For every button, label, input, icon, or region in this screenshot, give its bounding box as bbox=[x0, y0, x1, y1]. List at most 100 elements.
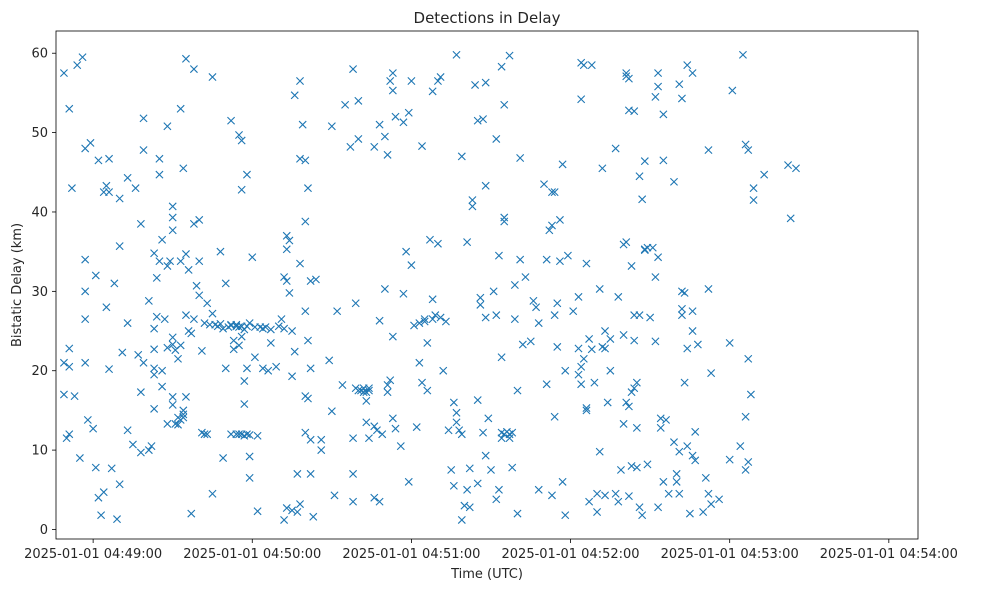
data-point bbox=[235, 430, 243, 439]
data-point bbox=[179, 413, 188, 422]
data-point bbox=[728, 86, 737, 95]
data-point bbox=[473, 116, 482, 125]
data-point bbox=[648, 243, 657, 252]
data-point bbox=[258, 364, 267, 373]
data-point bbox=[174, 354, 182, 363]
data-point bbox=[664, 489, 673, 498]
data-point bbox=[181, 311, 190, 320]
data-point bbox=[75, 454, 84, 463]
data-point bbox=[399, 289, 408, 298]
data-point bbox=[449, 398, 458, 407]
data-point bbox=[163, 122, 172, 131]
data-point bbox=[91, 463, 100, 472]
data-point bbox=[510, 281, 519, 289]
data-point bbox=[574, 292, 583, 301]
data-point bbox=[155, 154, 164, 163]
data-point bbox=[396, 442, 405, 451]
data-point bbox=[168, 400, 177, 409]
data-point bbox=[147, 442, 156, 451]
data-point bbox=[73, 61, 82, 70]
data-point bbox=[150, 404, 159, 413]
data-point bbox=[189, 219, 198, 228]
data-point bbox=[439, 366, 448, 375]
data-point bbox=[425, 235, 434, 244]
data-point bbox=[510, 315, 519, 324]
data-point bbox=[237, 136, 246, 145]
data-point bbox=[760, 170, 769, 179]
data-point bbox=[500, 217, 509, 226]
data-point bbox=[59, 390, 68, 399]
data-point bbox=[593, 508, 602, 517]
data-point bbox=[595, 284, 604, 293]
x-tick-label: 2025-01-01 04:53:00 bbox=[661, 547, 799, 562]
data-point bbox=[441, 317, 450, 326]
data-point bbox=[561, 511, 570, 520]
data-point bbox=[296, 154, 305, 163]
data-point bbox=[150, 324, 159, 333]
data-point bbox=[672, 469, 681, 478]
data-point bbox=[219, 324, 228, 333]
data-point bbox=[253, 431, 262, 440]
data-point bbox=[97, 511, 106, 520]
data-point bbox=[383, 388, 392, 397]
data-point bbox=[603, 398, 612, 407]
y-axis-ticks: 0 10 20 30 40 50 60 bbox=[31, 47, 56, 538]
data-point bbox=[372, 426, 381, 435]
data-point bbox=[593, 489, 602, 498]
data-point bbox=[195, 291, 204, 300]
y-tick-label: 20 bbox=[31, 364, 48, 379]
data-point bbox=[115, 480, 124, 489]
data-point bbox=[110, 279, 119, 288]
data-point bbox=[627, 388, 636, 397]
data-point bbox=[131, 184, 140, 193]
data-point bbox=[370, 142, 379, 151]
data-point bbox=[264, 366, 273, 375]
data-point bbox=[152, 273, 161, 282]
data-point bbox=[654, 69, 663, 78]
data-point bbox=[354, 134, 363, 143]
chart-title: Detections in Delay bbox=[414, 9, 561, 27]
data-point bbox=[418, 378, 427, 387]
data-point bbox=[627, 461, 636, 470]
data-point bbox=[569, 307, 578, 316]
data-point bbox=[81, 255, 90, 264]
data-point bbox=[579, 354, 588, 363]
data-point bbox=[784, 161, 793, 170]
data-point bbox=[561, 366, 570, 375]
data-point bbox=[540, 180, 549, 189]
data-point bbox=[248, 253, 257, 262]
data-point bbox=[423, 338, 432, 347]
data-point bbox=[349, 497, 358, 506]
data-point bbox=[115, 242, 124, 251]
data-point bbox=[168, 333, 177, 342]
data-point bbox=[465, 503, 474, 512]
data-point bbox=[306, 469, 315, 478]
data-point bbox=[675, 80, 684, 89]
data-point bbox=[521, 273, 530, 282]
data-point bbox=[659, 477, 668, 486]
data-point bbox=[349, 434, 358, 443]
data-point bbox=[513, 386, 522, 395]
data-point bbox=[65, 430, 74, 439]
data-point bbox=[155, 257, 164, 266]
data-point bbox=[675, 447, 684, 456]
data-point bbox=[391, 112, 400, 121]
data-point bbox=[123, 319, 132, 328]
data-point bbox=[611, 144, 620, 153]
data-point bbox=[654, 82, 663, 91]
data-point bbox=[399, 118, 408, 127]
data-point bbox=[91, 271, 100, 280]
data-point bbox=[542, 380, 551, 389]
data-point bbox=[168, 340, 177, 349]
data-point bbox=[492, 311, 501, 320]
data-point bbox=[555, 257, 564, 266]
data-point bbox=[296, 500, 305, 509]
data-point bbox=[105, 365, 114, 374]
data-point bbox=[585, 334, 594, 343]
data-point bbox=[67, 184, 76, 193]
data-point bbox=[298, 120, 307, 129]
data-point bbox=[150, 249, 159, 258]
data-point bbox=[176, 257, 185, 266]
data-point bbox=[691, 427, 700, 436]
data-point bbox=[534, 485, 543, 494]
